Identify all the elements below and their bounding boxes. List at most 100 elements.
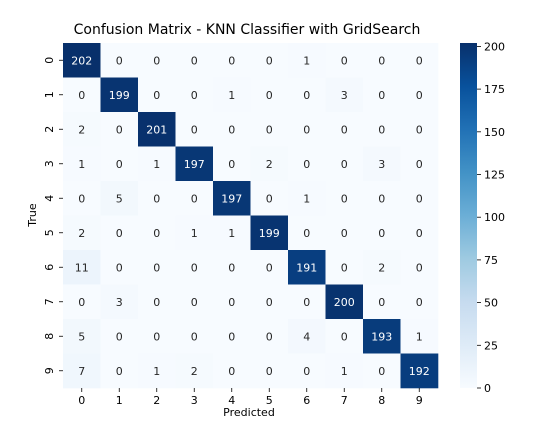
heatmap-cell bbox=[138, 250, 176, 285]
cell-value-label: 4 bbox=[303, 330, 310, 343]
heatmap-cell bbox=[288, 146, 326, 182]
cell-value-label: 5 bbox=[78, 330, 85, 343]
heatmap-cell bbox=[325, 181, 364, 216]
cell-value-label: 2 bbox=[191, 365, 198, 378]
y-tick-label: 1 bbox=[43, 91, 56, 98]
y-axis-ticks: 0 1 2 3 4 5 6 7 8 9 bbox=[43, 57, 63, 374]
heatmap-cell bbox=[100, 353, 139, 389]
colorbar-tick-label: 200 bbox=[484, 40, 505, 53]
cell-value-label: 0 bbox=[191, 330, 198, 343]
heatmap-cell bbox=[213, 284, 251, 320]
heatmap-cell bbox=[213, 146, 251, 182]
y-tick-label: 0 bbox=[43, 57, 56, 64]
cell-value-label: 3 bbox=[378, 158, 385, 171]
x-tick-label: 4 bbox=[228, 394, 235, 407]
heatmap-cell bbox=[213, 319, 251, 354]
heatmap-cell bbox=[100, 77, 139, 113]
heatmap-cell bbox=[325, 43, 364, 78]
heatmap-cell bbox=[138, 284, 176, 320]
cell-value-label: 0 bbox=[266, 123, 273, 136]
cell-value-label: 0 bbox=[116, 123, 123, 136]
heatmap-cell bbox=[363, 43, 401, 78]
heatmap-cell bbox=[138, 77, 176, 113]
heatmap-cell bbox=[175, 146, 214, 182]
cell-value-label: 0 bbox=[378, 227, 385, 240]
heatmap-cell bbox=[400, 284, 439, 320]
cell-value-label: 0 bbox=[116, 330, 123, 343]
cell-value-label: 0 bbox=[378, 365, 385, 378]
heatmap-cell bbox=[363, 146, 401, 182]
heatmap-cell bbox=[250, 181, 289, 216]
cell-value-label: 0 bbox=[416, 89, 423, 102]
heatmap-cell bbox=[175, 112, 214, 147]
cell-value-label: 193 bbox=[371, 330, 392, 343]
heatmap-cell bbox=[325, 112, 364, 147]
heatmap-cell bbox=[288, 284, 326, 320]
cell-value-label: 0 bbox=[153, 192, 160, 205]
heatmap-cell bbox=[63, 353, 101, 389]
colorbar-tick-label: 75 bbox=[484, 254, 498, 267]
heatmap-cell bbox=[288, 181, 326, 216]
cell-value-label: 7 bbox=[78, 365, 85, 378]
cell-value-label: 197 bbox=[221, 192, 242, 205]
y-tick-label: 6 bbox=[43, 264, 56, 271]
cell-value-label: 1 bbox=[228, 227, 235, 240]
heatmap-cell bbox=[325, 250, 364, 285]
cell-value-label: 0 bbox=[416, 192, 423, 205]
cell-value-label: 0 bbox=[191, 89, 198, 102]
colorbar-tick-label: 50 bbox=[484, 297, 498, 310]
heatmap-cell bbox=[250, 43, 289, 78]
heatmap-cell bbox=[400, 77, 439, 113]
heatmap-cell bbox=[325, 319, 364, 354]
cell-value-label: 0 bbox=[378, 296, 385, 309]
cell-value-label: 0 bbox=[153, 296, 160, 309]
cell-value-label: 0 bbox=[153, 54, 160, 67]
cell-value-label: 0 bbox=[416, 227, 423, 240]
x-tick-label: 9 bbox=[416, 394, 423, 407]
cell-value-label: 0 bbox=[191, 54, 198, 67]
heatmap-cell bbox=[250, 319, 289, 354]
cell-value-label: 0 bbox=[153, 261, 160, 274]
heatmap-cell bbox=[213, 43, 251, 78]
cell-value-label: 0 bbox=[341, 261, 348, 274]
heatmap-cell bbox=[250, 250, 289, 285]
cell-value-label: 0 bbox=[341, 192, 348, 205]
colorbar-tick-label: 100 bbox=[484, 211, 505, 224]
heatmap-cell bbox=[63, 284, 101, 320]
cell-value-label: 0 bbox=[228, 261, 235, 274]
heatmap-cell bbox=[363, 181, 401, 216]
cell-value-label: 1 bbox=[153, 158, 160, 171]
heatmap-cell bbox=[100, 284, 139, 320]
heatmap-cell bbox=[100, 112, 139, 147]
heatmap-cell bbox=[288, 77, 326, 113]
cell-value-label: 202 bbox=[71, 54, 92, 67]
cell-value-label: 0 bbox=[228, 54, 235, 67]
heatmap-cell bbox=[250, 146, 289, 182]
cell-value-label: 0 bbox=[341, 123, 348, 136]
heatmap-cell bbox=[138, 146, 176, 182]
y-tick-label: 9 bbox=[43, 367, 56, 374]
heatmap-cell bbox=[363, 112, 401, 147]
cell-value-label: 0 bbox=[78, 192, 85, 205]
heatmap-cell bbox=[325, 146, 364, 182]
heatmap-cell bbox=[213, 353, 251, 389]
cell-value-label: 0 bbox=[191, 261, 198, 274]
heatmap-cell bbox=[175, 284, 214, 320]
x-tick-label: 8 bbox=[378, 394, 385, 407]
heatmap-cell bbox=[400, 146, 439, 182]
heatmap-cells bbox=[63, 43, 439, 389]
cell-value-label: 0 bbox=[266, 54, 273, 67]
heatmap-cell bbox=[400, 319, 439, 354]
cell-value-label: 0 bbox=[116, 227, 123, 240]
y-axis-label: True bbox=[26, 203, 39, 228]
cell-value-label: 0 bbox=[116, 261, 123, 274]
heatmap-cell bbox=[138, 353, 176, 389]
heatmap-cell bbox=[175, 43, 214, 78]
cell-value-label: 5 bbox=[116, 192, 123, 205]
cell-value-label: 0 bbox=[303, 158, 310, 171]
cell-value-label: 0 bbox=[78, 296, 85, 309]
heatmap-cell bbox=[288, 353, 326, 389]
cell-value-label: 0 bbox=[116, 54, 123, 67]
heatmap-cell bbox=[250, 77, 289, 113]
cell-value-label: 3 bbox=[341, 89, 348, 102]
